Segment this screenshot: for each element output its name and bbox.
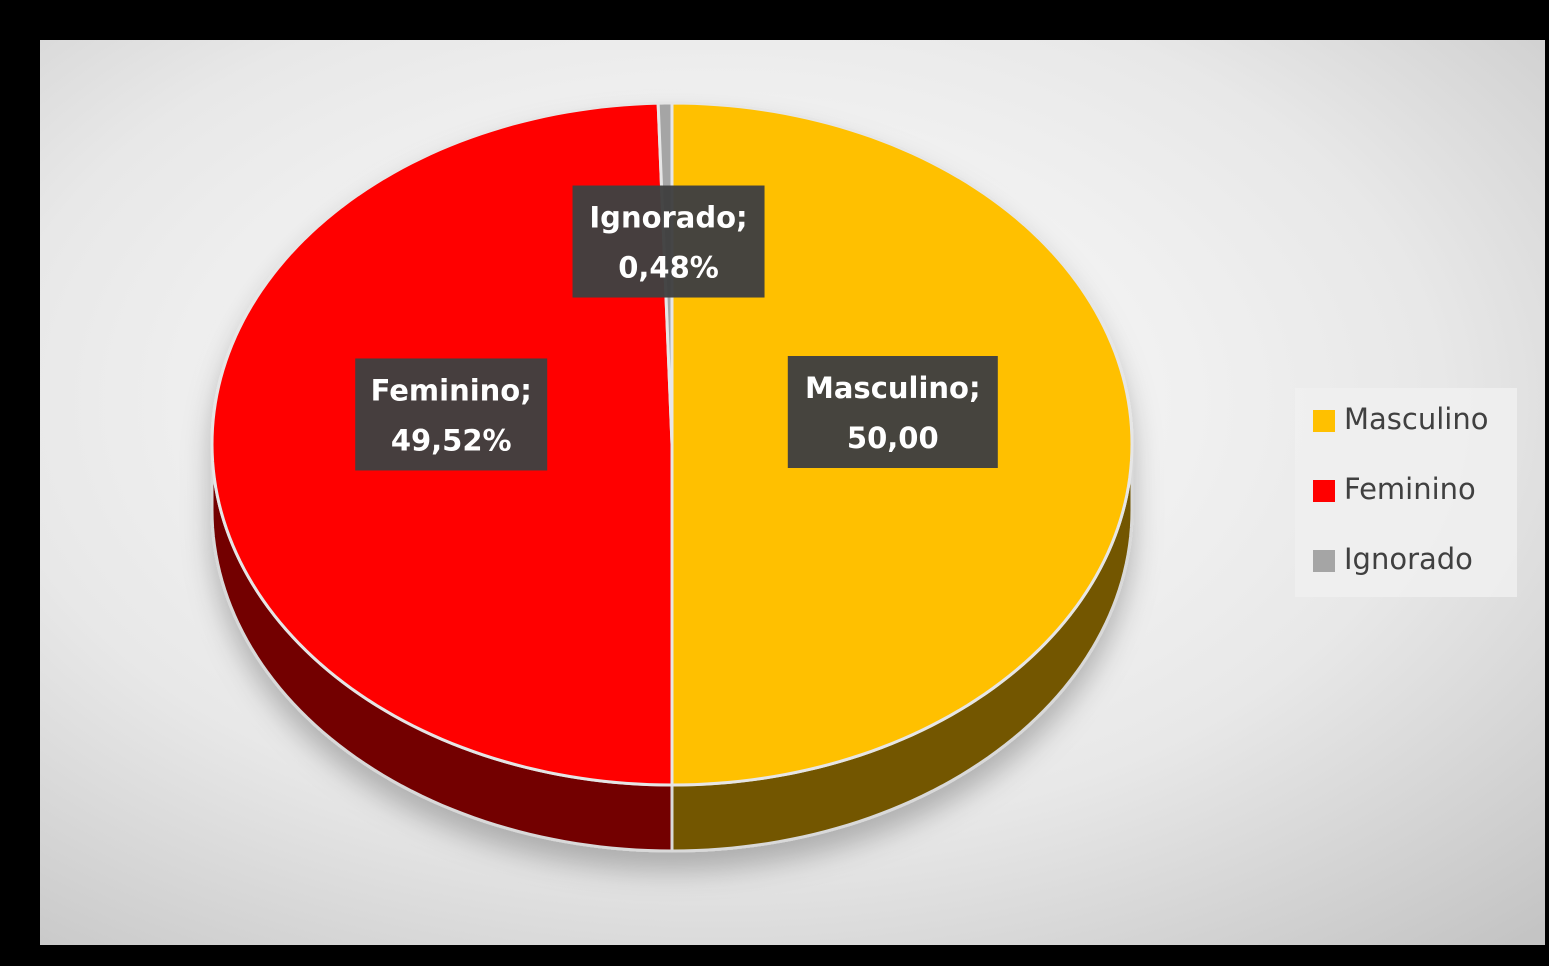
data-label: Ignorado; 0,48% [589,201,747,285]
legend-swatch [1313,410,1335,432]
data-label: Masculino; 50,00 [805,371,981,455]
data-label-line: 0,48% [618,251,719,285]
legend-swatch [1313,480,1335,502]
data-label: Feminino; 49,52% [371,373,532,457]
legend-label: Feminino [1344,472,1476,506]
data-label-line: Feminino; [371,373,532,407]
data-label-line: 50,00 [847,421,939,455]
data-label-box [572,185,765,298]
data-label-box [355,358,548,471]
legend-swatch [1313,550,1335,572]
data-label-line: 49,52% [391,423,512,457]
legend: Masculino Feminino Ignorado [1313,402,1488,576]
legend-label: Ignorado [1344,542,1473,576]
data-labels: Masculino; 50,00 Feminino; 49,52% Ignorado; 0… [355,185,998,471]
data-label-line: Masculino; [805,371,981,405]
data-label-line: Ignorado; [589,201,747,235]
legend-label: Masculino [1344,402,1488,436]
data-label-box [787,356,998,468]
